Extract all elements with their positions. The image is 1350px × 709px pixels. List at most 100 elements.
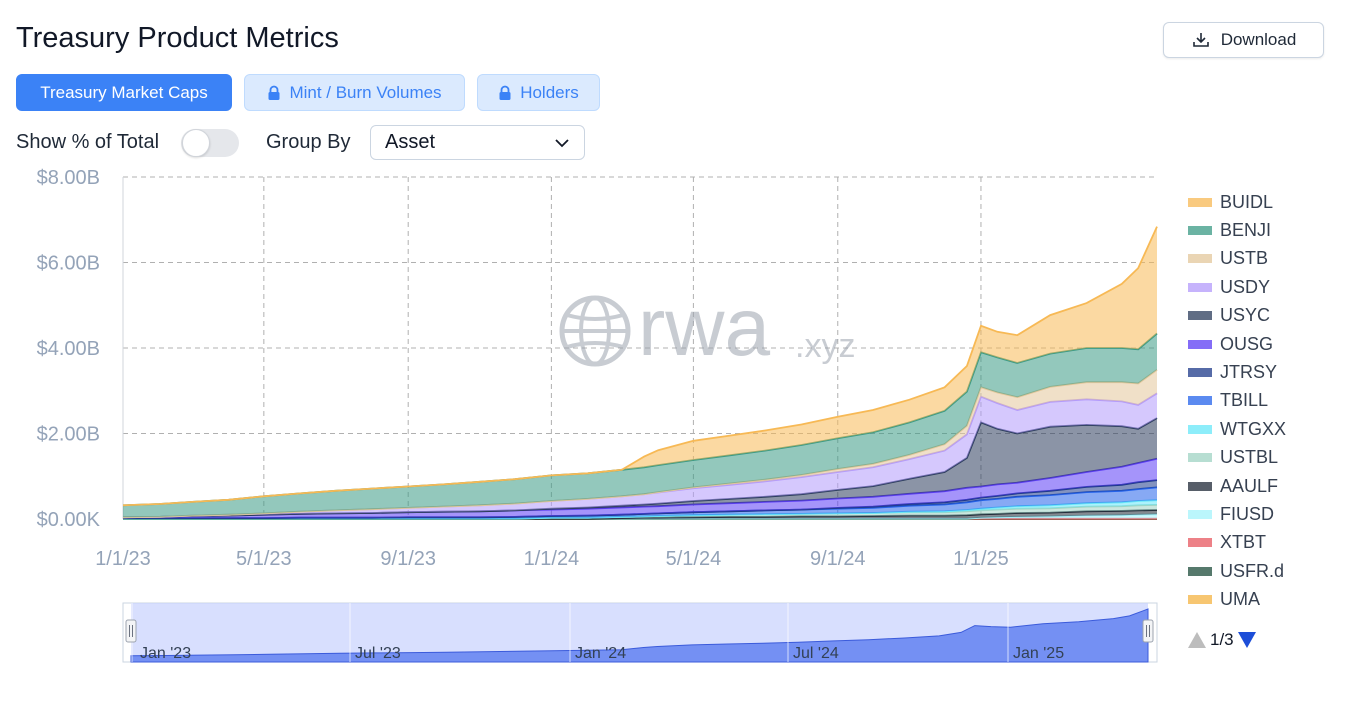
legend-swatch xyxy=(1188,339,1212,349)
legend-label: USYC xyxy=(1220,305,1271,326)
chevron-down-icon xyxy=(555,139,569,148)
legend-label: BENJI xyxy=(1220,220,1272,241)
chart-legend: BUIDL BENJI USTB USDY USYC OUSG JTRSY TBILL WTGX… xyxy=(1188,188,1286,614)
x-axis-ticks: 1/1/23 5/1/23 9/1/23 1/1/24 5/1/24 9/1/24 1/1/… xyxy=(95,548,1009,570)
legend-swatch xyxy=(1188,254,1212,264)
navigator-handle-right[interactable] xyxy=(1142,619,1154,643)
x-tick-label: 9/1/23 xyxy=(380,548,436,570)
tab-mint-burn-volumes[interactable]: Mint / Burn Volumes xyxy=(244,74,465,111)
legend-label: WTGXX xyxy=(1220,418,1286,439)
group-by-select[interactable]: Asset xyxy=(370,125,585,160)
chart-grid xyxy=(122,176,1157,520)
x-tick-label: 1/1/24 xyxy=(524,548,580,570)
legend-item-usyc[interactable]: USYC xyxy=(1188,302,1286,330)
legend-swatch xyxy=(1188,311,1212,321)
legend-label: TBILL xyxy=(1220,390,1269,411)
pager-text: 1/3 xyxy=(1210,630,1234,649)
legend-item-aaulf[interactable]: AAULF xyxy=(1188,472,1286,500)
x-tick-label: 1/1/25 xyxy=(953,548,1009,570)
legend-item-ousg[interactable]: OUSG xyxy=(1188,330,1286,358)
legend-swatch xyxy=(1188,282,1212,292)
legend-item-tbill[interactable]: TBILL xyxy=(1188,387,1286,415)
y-tick-label: $0.00K xyxy=(37,509,101,531)
legend-label: USTBL xyxy=(1220,447,1279,468)
y-tick-label: $2.00B xyxy=(37,424,100,446)
legend-swatch xyxy=(1188,197,1212,207)
legend-item-fiusd[interactable]: FIUSD xyxy=(1188,500,1286,528)
legend-item-buidl[interactable]: BUIDL xyxy=(1188,188,1286,216)
y-tick-label: $4.00B xyxy=(37,338,100,360)
area-tbill xyxy=(123,487,1157,519)
legend-label: FIUSD xyxy=(1220,503,1274,524)
legend-swatch xyxy=(1188,509,1212,519)
show-percent-label: Show % of Total xyxy=(16,131,160,153)
area-benji xyxy=(123,333,1157,518)
legend-label: OUSG xyxy=(1220,333,1274,354)
tab-label: Treasury Market Caps xyxy=(40,82,208,102)
legend-label: AAULF xyxy=(1220,475,1279,496)
navigator-label: Jan '23 xyxy=(140,645,191,662)
navigator-label: Jan '24 xyxy=(575,645,626,662)
stacked-area-chart: rwa .xyz $0.00K$2.00B$4.00B$6.00B$8.00B … xyxy=(37,167,1158,663)
legend-item-usdy[interactable]: USDY xyxy=(1188,273,1286,301)
x-tick-label: 5/1/23 xyxy=(236,548,292,570)
download-icon xyxy=(1192,33,1209,47)
legend-swatch xyxy=(1188,424,1212,434)
legend-label: USDY xyxy=(1220,276,1271,297)
x-tick-label: 1/1/23 xyxy=(95,548,151,570)
download-label: Download xyxy=(1220,30,1297,49)
group-by-value: Asset xyxy=(385,131,436,153)
legend-swatch xyxy=(1188,368,1212,378)
legend-label: BUIDL xyxy=(1220,191,1274,212)
legend-item-wtgxx[interactable]: WTGXX xyxy=(1188,415,1286,443)
legend-swatch xyxy=(1188,453,1212,463)
y-axis-ticks: $0.00K $2.00B $4.00B $6.00B $8.00B xyxy=(37,167,101,531)
rwa-watermark: rwa .xyz xyxy=(559,282,855,373)
chart-areas xyxy=(122,226,1158,520)
tab-label: Holders xyxy=(520,82,579,102)
legend-item-benji[interactable]: BENJI xyxy=(1188,216,1286,244)
lock-icon xyxy=(268,85,280,100)
navigator-label: Jul '24 xyxy=(793,645,839,662)
area-ustbl xyxy=(123,504,1157,519)
x-tick-label: 9/1/24 xyxy=(810,548,866,570)
page-title: Treasury Product Metrics xyxy=(16,22,339,54)
navigator-label: Jan '25 xyxy=(1013,645,1064,662)
download-button[interactable]: Download xyxy=(1163,22,1324,58)
legend-swatch xyxy=(1188,396,1212,406)
tab-holders[interactable]: Holders xyxy=(477,74,600,111)
watermark-suffix: .xyz xyxy=(795,327,855,365)
navigator-series xyxy=(130,608,1149,663)
legend-label: XTBT xyxy=(1220,532,1267,553)
y-tick-label: $8.00B xyxy=(37,167,100,189)
show-percent-toggle[interactable] xyxy=(181,129,239,157)
area-ousg xyxy=(123,458,1157,519)
legend-item-xtbt[interactable]: XTBT xyxy=(1188,529,1286,557)
area-usdy xyxy=(123,393,1157,518)
tab-treasury-market-caps[interactable]: Treasury Market Caps xyxy=(16,74,232,111)
watermark-text: rwa xyxy=(638,282,771,373)
legend-item-usfr-d[interactable]: USFR.d xyxy=(1188,557,1286,585)
lock-icon xyxy=(499,85,511,100)
legend-item-uma[interactable]: UMA xyxy=(1188,585,1286,613)
tab-label: Mint / Burn Volumes xyxy=(289,82,442,102)
toggle-knob xyxy=(182,129,210,157)
group-by-label: Group By xyxy=(266,131,351,153)
legend-pager: 1/3 xyxy=(1188,630,1256,650)
area-fiusd xyxy=(123,514,1157,519)
page-up-icon[interactable] xyxy=(1188,632,1206,648)
page-down-icon[interactable] xyxy=(1237,632,1256,648)
legend-item-ustb[interactable]: USTB xyxy=(1188,245,1286,273)
y-tick-label: $6.00B xyxy=(37,253,100,275)
navigator-handle-left[interactable] xyxy=(125,619,137,643)
legend-label: USFR.d xyxy=(1220,560,1285,581)
globe-icon xyxy=(559,295,631,367)
legend-item-jtrsy[interactable]: JTRSY xyxy=(1188,358,1286,386)
legend-swatch xyxy=(1188,595,1212,605)
area-ustb xyxy=(123,369,1157,518)
legend-item-ustbl[interactable]: USTBL xyxy=(1188,444,1286,472)
line-buidl xyxy=(122,226,1158,507)
legend-label: USTB xyxy=(1220,248,1269,269)
range-navigator: Jan '23 Jul '23 Jan '24 Jul '24 Jan '25 xyxy=(122,602,1158,663)
legend-label: JTRSY xyxy=(1220,362,1278,383)
